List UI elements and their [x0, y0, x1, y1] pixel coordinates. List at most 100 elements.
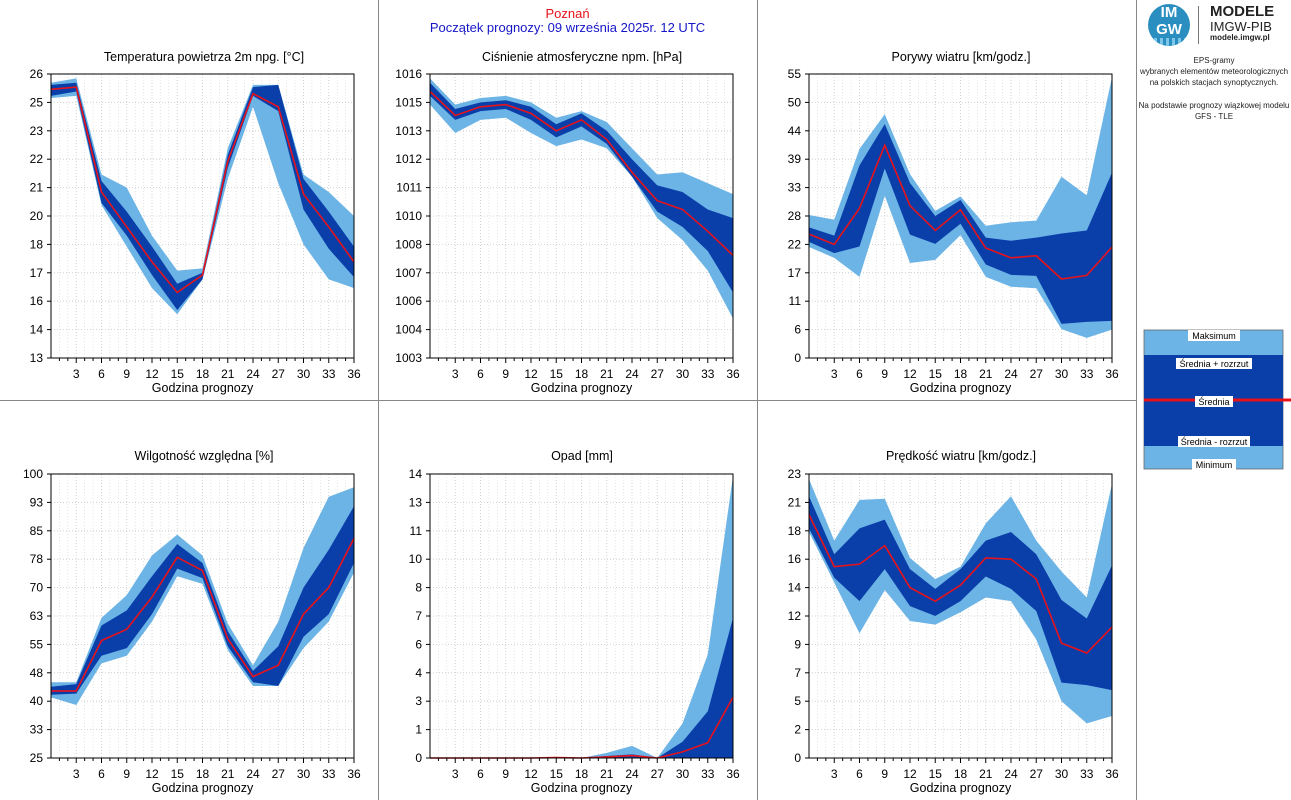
y-tick-label: 9 [794, 637, 801, 651]
desc-line3: na polskich stacjach synoptycznych. [1149, 78, 1279, 87]
y-tick-label: 63 [30, 609, 44, 623]
y-tick-label: 18 [30, 237, 44, 251]
legend-max-bg [1188, 330, 1240, 341]
x-tick-label: 30 [676, 767, 690, 781]
x-tick-label: 3 [831, 367, 838, 381]
x-axis-label: Godzina prognozy [910, 381, 1012, 395]
x-tick-label: 27 [1030, 367, 1044, 381]
x-tick-label: 27 [1030, 767, 1044, 781]
y-tick-label: 28 [788, 209, 802, 223]
y-tick-label: 25 [30, 95, 44, 109]
x-tick-label: 12 [903, 767, 917, 781]
chart-4: Wilgotność względna [%]25334048556370788… [23, 449, 361, 795]
mean-line [429, 90, 734, 256]
band-spread [51, 506, 354, 695]
y-tick-label: 40 [30, 694, 44, 708]
desc-line2: wybranych elementów meteorologicznych [1139, 67, 1289, 76]
x-axis-label: Godzina prognozy [531, 381, 633, 395]
x-tick-label: 21 [600, 767, 614, 781]
x-tick-label: 12 [524, 767, 538, 781]
x-tick-label: 36 [1105, 767, 1119, 781]
x-tick-label: 9 [881, 767, 888, 781]
x-tick-label: 6 [856, 767, 863, 781]
x-tick-label: 21 [600, 367, 614, 381]
logo-subtitle: IMGW-PIB [1210, 19, 1272, 34]
y-tick-label: 85 [30, 524, 44, 538]
y-tick-label: 1016 [395, 67, 422, 81]
y-tick-label: 1004 [395, 323, 422, 337]
y-tick-label: 8 [415, 581, 422, 595]
chart-title: Ciśnienie atmosferyczne npm. [hPa] [482, 50, 682, 64]
mean-line [808, 143, 1113, 280]
x-tick-label: 12 [145, 367, 159, 381]
x-tick-label: 3 [452, 367, 459, 381]
x-tick-label: 33 [701, 767, 715, 781]
y-tick-label: 17 [30, 266, 44, 280]
x-tick-label: 30 [676, 367, 690, 381]
x-tick-label: 18 [196, 767, 210, 781]
forecast-start: Początek prognozy: 09 września 2025r. 12… [429, 20, 706, 35]
chart-title: Porywy wiatru [km/godz.] [892, 50, 1031, 64]
x-tick-label: 3 [73, 767, 80, 781]
x-tick-label: 24 [625, 367, 639, 381]
mean-line [51, 538, 355, 692]
x-tick-label: 24 [246, 767, 260, 781]
chart-1: Temperatura powietrza 2m npg. [°C] 13 14 16… [30, 50, 361, 395]
y-tick-label: 17 [788, 266, 802, 280]
legend-mean-minus: Średnia - rozrzut [1181, 436, 1248, 447]
y-tick-label: 6 [415, 637, 422, 651]
y-tick-label: 1003 [395, 351, 422, 365]
x-tick-label: 33 [701, 367, 715, 381]
y-tick-label: 20 [30, 209, 44, 223]
legend-mean: Średnia [1198, 396, 1229, 407]
y-tick-label: 21 [30, 181, 44, 195]
y-tick-label: 23 [30, 124, 44, 138]
x-tick-label: 30 [1055, 367, 1069, 381]
x-tick-label: 15 [550, 367, 564, 381]
y-tick-label: 5 [794, 694, 801, 708]
x-tick-label: 36 [347, 767, 361, 781]
x-tick-label: 15 [929, 367, 943, 381]
x-tick-label: 6 [856, 367, 863, 381]
wave-icon [1148, 38, 1190, 46]
x-tick-label: 15 [171, 367, 185, 381]
station-name: Poznań [545, 6, 590, 21]
y-tick-label: 11 [789, 294, 802, 308]
x-tick-label: 18 [575, 367, 589, 381]
x-tick-label: 9 [502, 367, 509, 381]
x-axis-label: Godzina prognozy [531, 781, 633, 795]
band-min-max [51, 78, 354, 315]
y-tick-label: 25 [30, 751, 44, 765]
x-tick-label: 15 [550, 767, 564, 781]
imgw-logo-icon: IM GW [1148, 4, 1190, 46]
x-tick-label: 3 [831, 767, 838, 781]
y-tick-label: 1012 [395, 152, 422, 166]
logo-url: modele.imgw.pl [1210, 33, 1270, 42]
y-tick-label: 78 [30, 552, 44, 566]
y-tick-label: 13 [30, 351, 44, 365]
legend-mean-plus: Średnia + rozrzut [1180, 358, 1249, 369]
x-tick-label: 18 [575, 767, 589, 781]
x-tick-label: 12 [524, 367, 538, 381]
desc-line4: Na podstawie prognozy wiązkowej modelu [1138, 101, 1290, 110]
x-axis-label: Godzina prognozy [152, 781, 254, 795]
mean-line [808, 514, 1113, 654]
x-axis-label: Godzina prognozy [910, 781, 1012, 795]
x-tick-label: 6 [98, 367, 105, 381]
y-tick-label: 7 [794, 666, 801, 680]
y-tick-label: 39 [788, 152, 802, 166]
x-tick-label: 30 [297, 367, 311, 381]
x-tick-label: 21 [979, 367, 993, 381]
chart-title: Wilgotność względna [%] [135, 449, 274, 463]
y-tick-label: 55 [788, 67, 802, 81]
x-tick-label: 30 [1055, 767, 1069, 781]
y-tick-label: 0 [794, 751, 801, 765]
x-tick-label: 18 [954, 367, 968, 381]
x-tick-label: 15 [929, 767, 943, 781]
y-tick-label: 22 [30, 152, 44, 166]
y-tick-label: 4 [415, 666, 422, 680]
mean-line [50, 86, 355, 294]
